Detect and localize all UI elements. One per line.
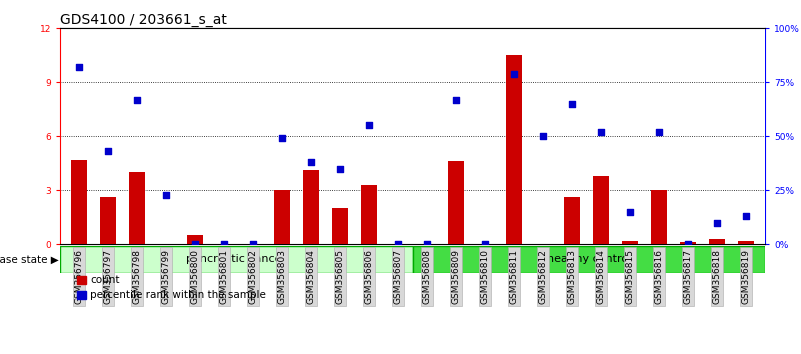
Point bbox=[247, 241, 260, 247]
Point bbox=[102, 149, 115, 154]
Text: pancreatic cancer: pancreatic cancer bbox=[186, 254, 286, 264]
Bar bbox=[564, 198, 580, 244]
Bar bbox=[129, 172, 145, 244]
Point bbox=[479, 241, 492, 247]
Text: disease state ▶: disease state ▶ bbox=[0, 254, 58, 264]
Bar bbox=[303, 171, 319, 244]
Point bbox=[304, 159, 317, 165]
Point bbox=[392, 241, 405, 247]
Bar bbox=[361, 185, 377, 244]
Bar bbox=[709, 239, 725, 244]
Bar bbox=[60, 246, 413, 273]
Bar bbox=[651, 190, 667, 244]
Point bbox=[73, 64, 86, 70]
Bar bbox=[413, 246, 765, 273]
Bar bbox=[593, 176, 609, 244]
Point bbox=[218, 241, 231, 247]
Bar bbox=[622, 241, 638, 244]
Point bbox=[449, 97, 462, 102]
Point bbox=[710, 220, 723, 225]
Legend: count, percentile rank within the sample: count, percentile rank within the sample bbox=[74, 271, 270, 304]
Bar bbox=[680, 242, 696, 244]
Point bbox=[333, 166, 346, 171]
Text: healthy control: healthy control bbox=[546, 254, 631, 264]
Point bbox=[739, 213, 752, 219]
Point bbox=[682, 241, 694, 247]
Bar bbox=[187, 235, 203, 244]
Point bbox=[594, 129, 607, 135]
Point bbox=[537, 133, 549, 139]
Bar bbox=[100, 198, 116, 244]
Point bbox=[159, 192, 172, 198]
Bar bbox=[71, 160, 87, 244]
Bar bbox=[274, 190, 290, 244]
Point bbox=[131, 97, 143, 102]
Point bbox=[188, 241, 201, 247]
Point bbox=[276, 136, 288, 141]
Bar bbox=[448, 161, 464, 244]
Point bbox=[566, 101, 578, 107]
Text: GDS4100 / 203661_s_at: GDS4100 / 203661_s_at bbox=[60, 13, 227, 27]
Point bbox=[508, 71, 521, 76]
Bar bbox=[739, 241, 754, 244]
Point bbox=[624, 209, 637, 215]
Point bbox=[363, 122, 376, 128]
Point bbox=[421, 241, 433, 247]
Bar bbox=[506, 55, 522, 244]
Point bbox=[653, 129, 666, 135]
Bar bbox=[332, 208, 348, 244]
